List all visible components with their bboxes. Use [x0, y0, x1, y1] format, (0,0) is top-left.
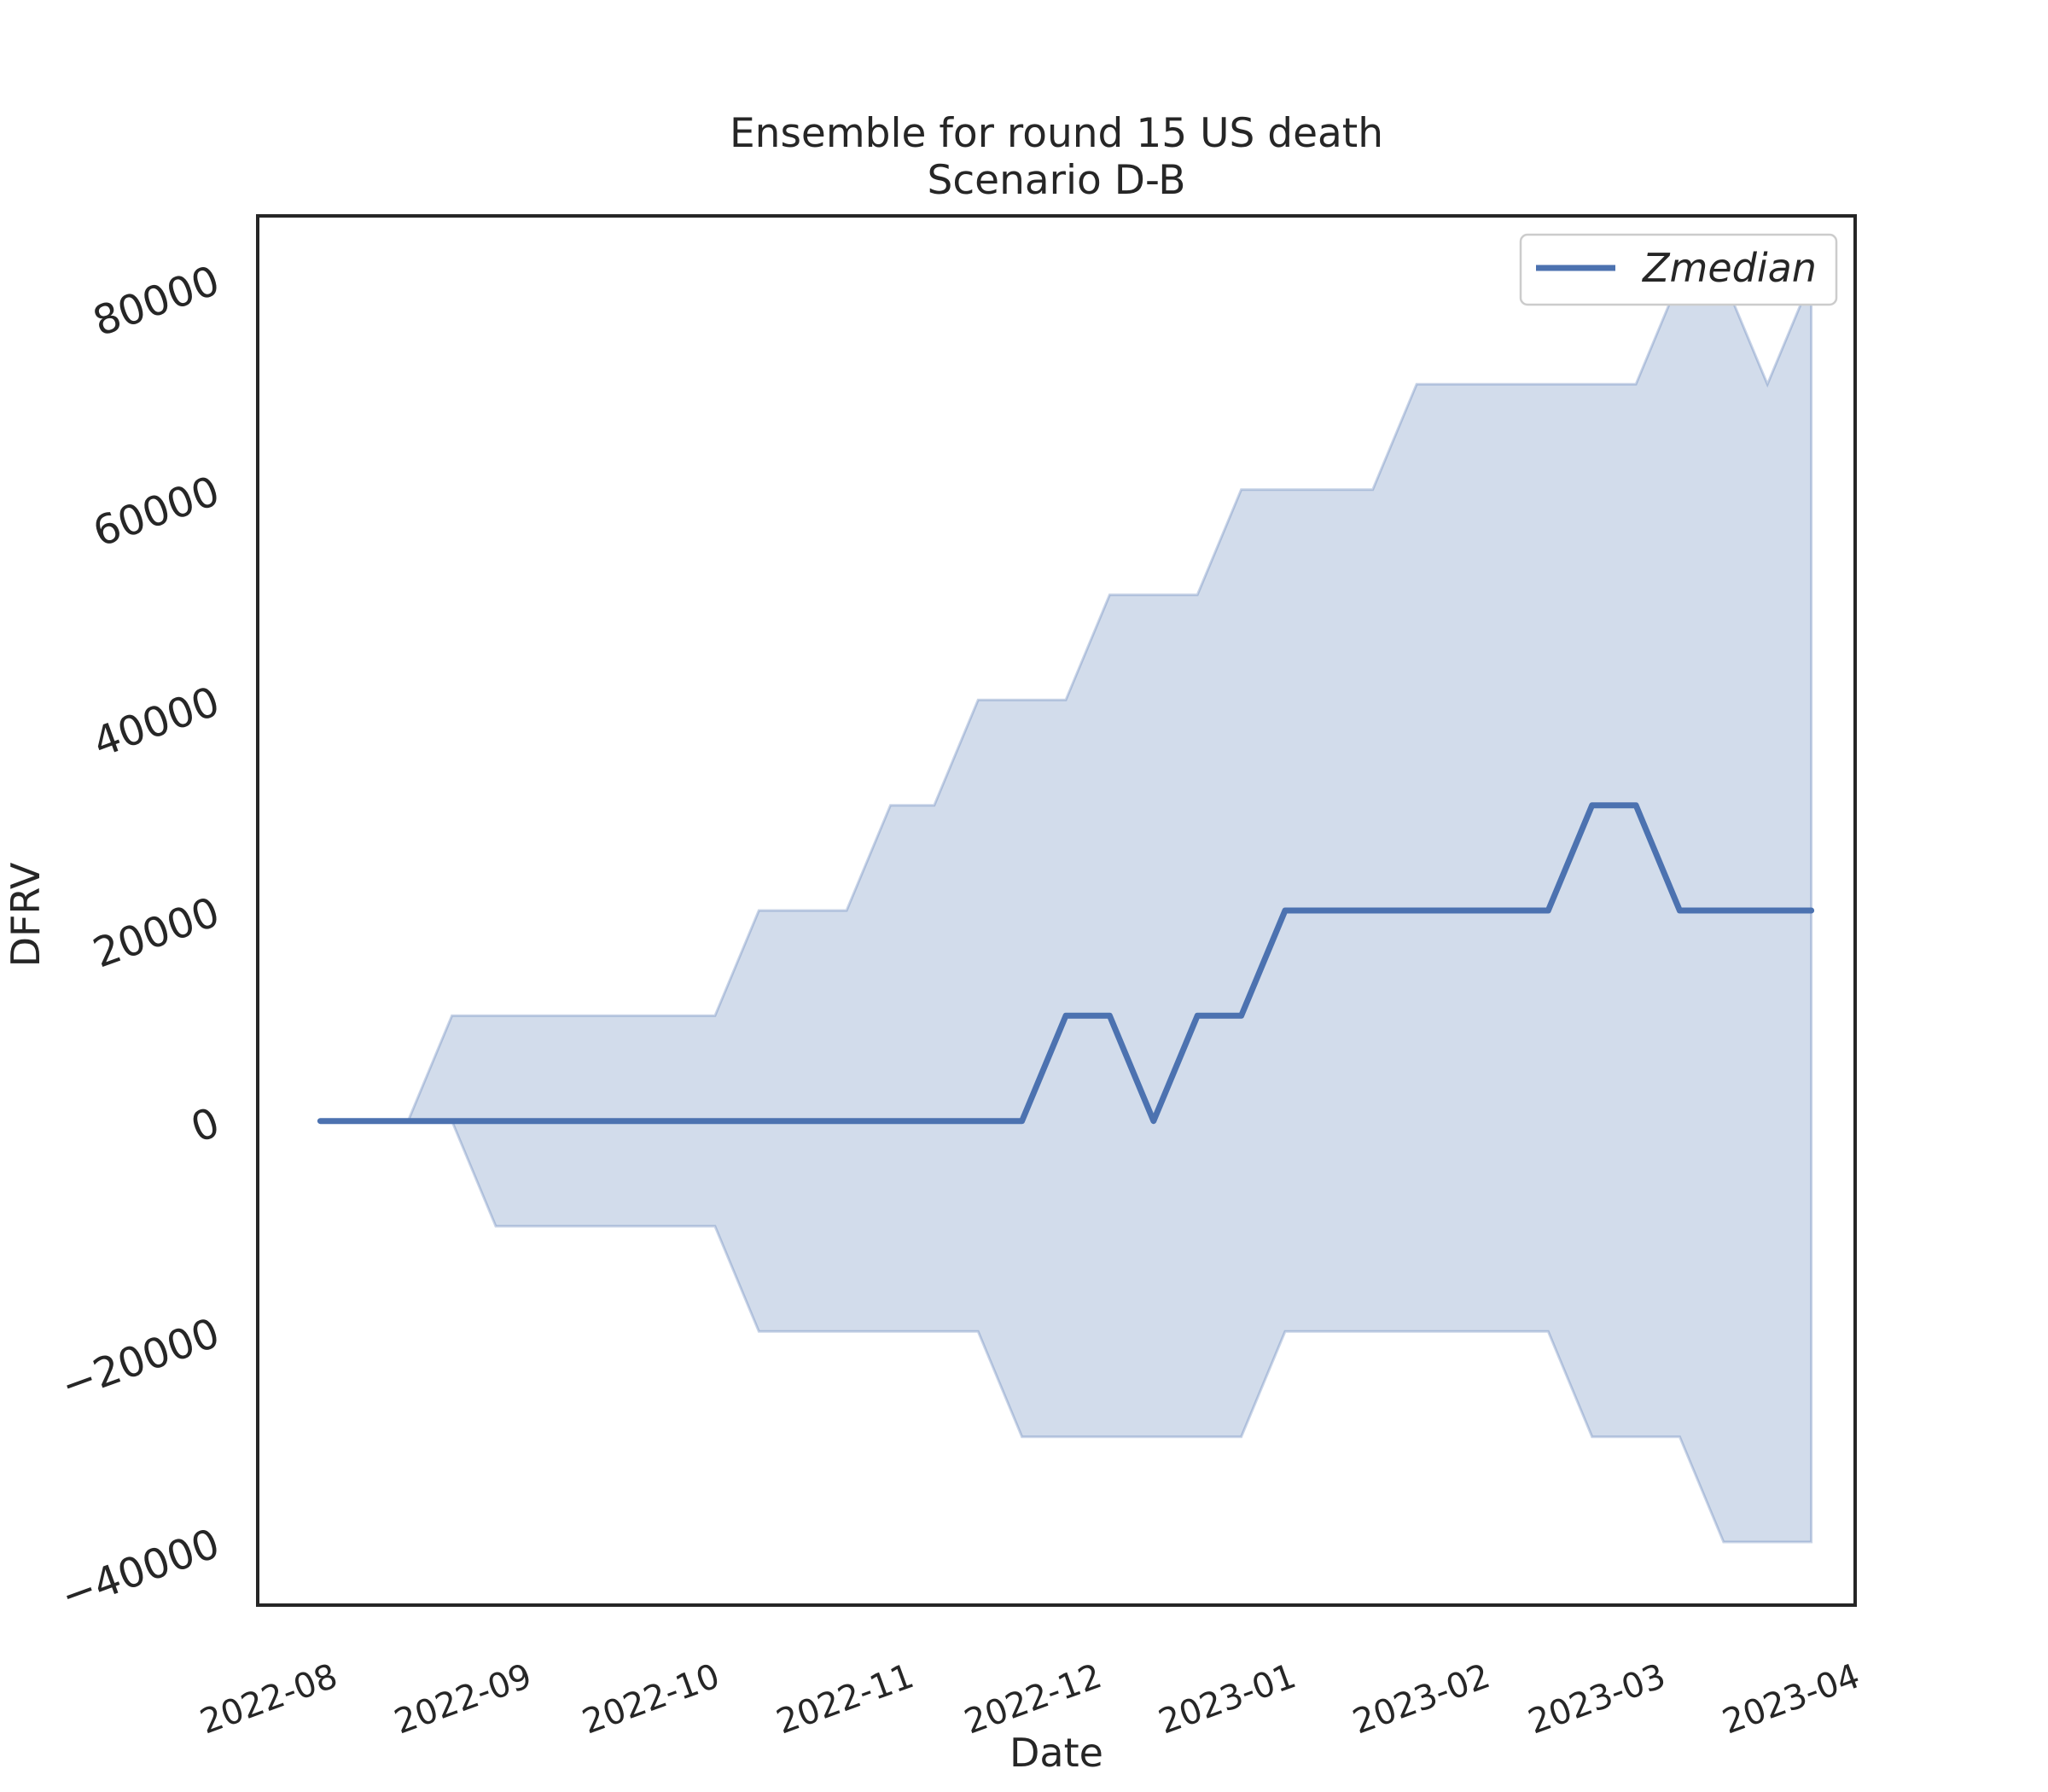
x-tick-label: 2022-10: [578, 1656, 725, 1742]
y-axis-label: DFRV: [3, 862, 49, 967]
legend-label-zmedian: Zmedian: [1641, 245, 1817, 291]
x-tick-label: 2023-01: [1154, 1656, 1301, 1742]
x-tick-label: 2023-03: [1523, 1656, 1671, 1742]
y-tick-label: 20000: [87, 888, 226, 978]
uncertainty-band: [320, 277, 1813, 1544]
x-tick-label: 2022-09: [389, 1656, 537, 1742]
x-axis-label: Date: [1009, 1730, 1103, 1776]
y-tick-label: −20000: [55, 1309, 225, 1411]
plot-frame: [256, 214, 1857, 1607]
legend: Zmedian: [1519, 233, 1838, 306]
y-tick-label: 60000: [87, 467, 226, 556]
y-tick-label: 80000: [87, 257, 226, 346]
x-tick-label: 2022-08: [195, 1656, 343, 1742]
plot-area: [317, 277, 1815, 1544]
x-tick-label: 2023-04: [1718, 1656, 1865, 1742]
y-tick-label: 40000: [87, 678, 226, 767]
chart-subtitle: Scenario D-B: [928, 157, 1186, 204]
y-tick-label: −40000: [55, 1520, 225, 1621]
legend-box: [1519, 233, 1838, 306]
x-tick-label: 2023-02: [1347, 1656, 1495, 1742]
series-line-zmedian: [317, 802, 1815, 1125]
chart-title: Ensemble for round 15 US death: [730, 110, 1383, 157]
y-axis: −40000 −20000 0 20000 40000 60000 80000: [55, 257, 225, 1621]
x-tick-label: 2022-11: [771, 1656, 919, 1742]
y-tick-label: 0: [185, 1098, 226, 1152]
